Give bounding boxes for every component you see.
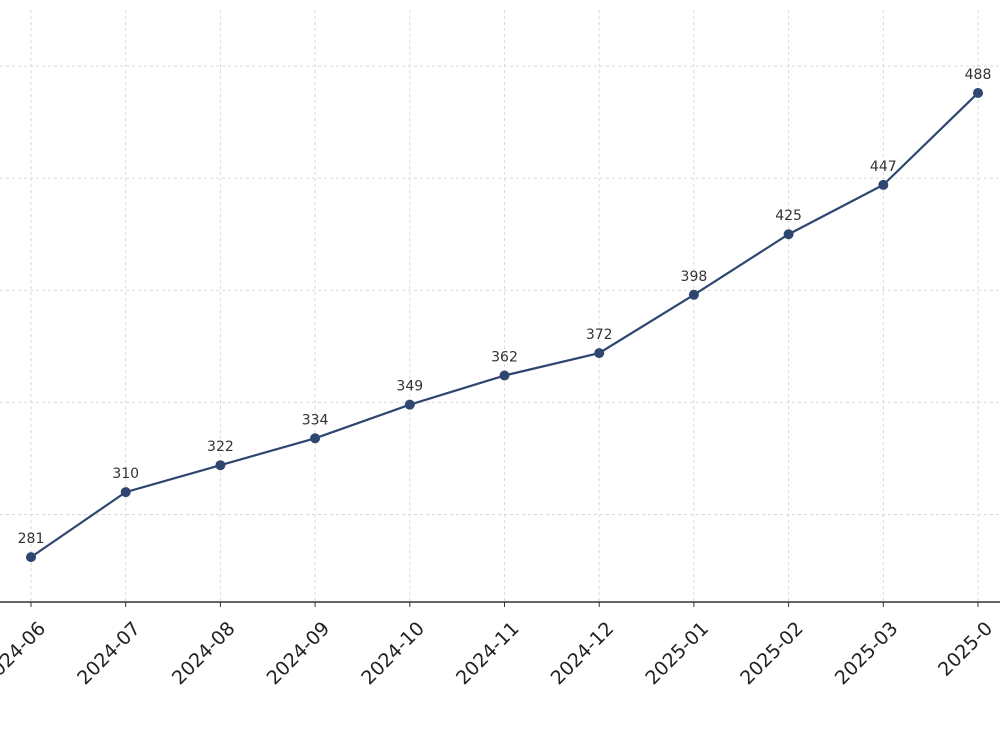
data-point — [878, 179, 889, 190]
x-tick-label: 2024-12 — [547, 618, 619, 690]
x-tick-label: 2024-11 — [452, 618, 524, 690]
data-point — [499, 370, 510, 381]
data-point — [404, 399, 415, 410]
x-tick-label: 2024-08 — [168, 618, 240, 690]
data-label: 372 — [586, 327, 613, 343]
data-point — [783, 229, 794, 240]
data-point — [215, 460, 226, 471]
data-label: 310 — [112, 466, 139, 482]
data-label: 349 — [396, 379, 423, 395]
data-label: 488 — [965, 67, 992, 83]
data-point — [688, 289, 699, 300]
data-label: 398 — [681, 269, 708, 285]
x-tick-label: 2024-10 — [357, 618, 429, 690]
data-label: 334 — [302, 412, 329, 428]
data-point — [26, 552, 36, 563]
data-label: 447 — [870, 159, 897, 175]
data-label: 425 — [775, 208, 802, 224]
data-point — [973, 87, 983, 98]
data-point — [310, 433, 321, 444]
x-tick-label: 2025-02 — [736, 618, 808, 690]
x-tick-label: 2024-06 — [0, 618, 50, 690]
x-tick-label: 2025-03 — [831, 618, 903, 690]
x-tick-label: 2024-09 — [263, 618, 335, 690]
data-point — [120, 487, 131, 498]
data-point — [594, 348, 605, 359]
x-tick-label: 2024-07 — [73, 618, 145, 690]
data-label: 281 — [18, 531, 45, 547]
data-label: 322 — [207, 439, 234, 455]
data-label: 362 — [491, 350, 518, 366]
x-tick-label: 2025-0 — [934, 618, 997, 681]
x-tick-label: 2025-01 — [641, 618, 713, 690]
